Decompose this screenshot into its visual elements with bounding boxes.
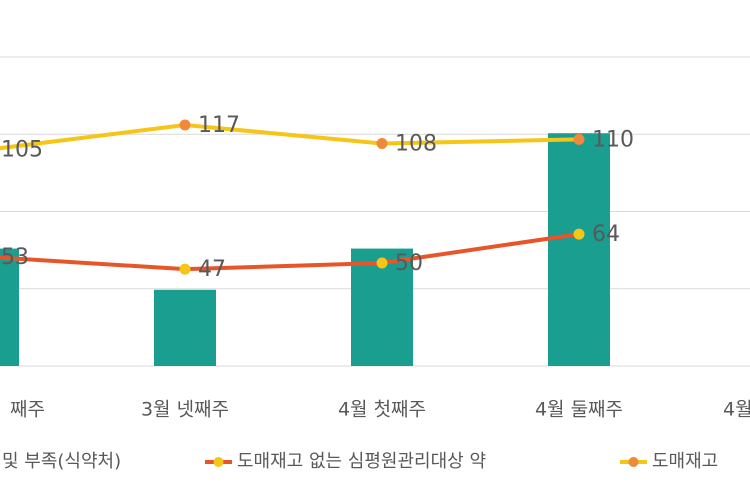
data-label: 50 (395, 251, 423, 276)
marker (179, 119, 191, 131)
data-label: 53 (1, 245, 29, 270)
data-label: 105 (1, 138, 43, 163)
x-tick-label: 4월 첫째주 (338, 399, 426, 421)
marker (376, 257, 388, 269)
legend-label: 도매재고 없는 심평원관리대상 약 (237, 451, 486, 472)
x-tick-label: 4월 (723, 399, 750, 421)
marker (573, 133, 585, 145)
data-label: 117 (198, 113, 240, 138)
line (0, 122, 580, 151)
bar (548, 133, 610, 366)
legend-marker (213, 457, 224, 467)
data-label: 64 (592, 222, 620, 247)
x-tick-label: 3월 넷째주 (141, 399, 229, 421)
data-label: 47 (198, 257, 226, 282)
marker (179, 263, 191, 275)
legend-label: 도매재고 (652, 451, 718, 472)
bar (0, 248, 19, 366)
line (0, 232, 580, 272)
x-tick-label: 째주 (10, 399, 45, 421)
marker (573, 228, 585, 240)
x-tick-label: 4월 둘째주 (535, 399, 623, 421)
data-label: 110 (592, 127, 634, 152)
legend-label: 및 부족(식약처) (2, 451, 121, 472)
legend-marker (628, 457, 639, 467)
bar (154, 289, 216, 366)
data-label: 108 (395, 132, 437, 157)
marker (376, 138, 388, 150)
